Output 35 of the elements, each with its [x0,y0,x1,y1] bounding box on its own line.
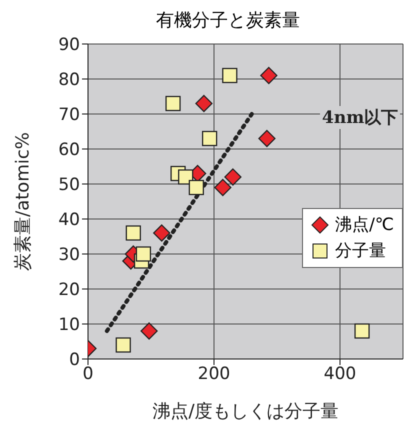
x-tick-label: 400 [324,364,356,384]
y-tick-label: 10 [58,315,80,336]
point [354,323,370,339]
point [140,322,158,340]
point [153,224,170,242]
y-tick-label: 40 [58,210,80,230]
point [222,68,238,84]
chart-title: 有機分子と炭素量 [155,9,301,32]
y-tick-label: 20 [58,280,80,300]
point [195,94,213,112]
point [224,168,242,186]
point [178,169,194,185]
x-axis-title: 沸点/度もしくは分子量 [152,401,339,422]
y-tick-label: 90 [58,35,80,56]
point [188,180,204,196]
y-tick-label: 70 [58,105,80,126]
y-axis-title: 炭素量/atomic% [12,132,34,271]
x-tick-label: 200 [198,364,230,384]
x-tick-label: 0 [82,364,94,384]
legend-label: 沸点/℃ [335,214,394,237]
y-tick-label: 0 [69,350,80,370]
legend-label: 分子量 [335,240,386,263]
y-tick-label: 60 [58,140,80,160]
point [116,337,131,353]
annotation: 4nm以下 [320,106,400,129]
point [258,130,276,148]
point [126,225,141,241]
point [214,178,232,196]
y-tick-label: 30 [58,245,80,266]
y-tick-label: 80 [58,70,80,90]
y-tick-label: 50 [58,175,80,196]
point [136,246,152,262]
point [260,66,278,84]
point [202,130,218,146]
point [165,96,181,112]
